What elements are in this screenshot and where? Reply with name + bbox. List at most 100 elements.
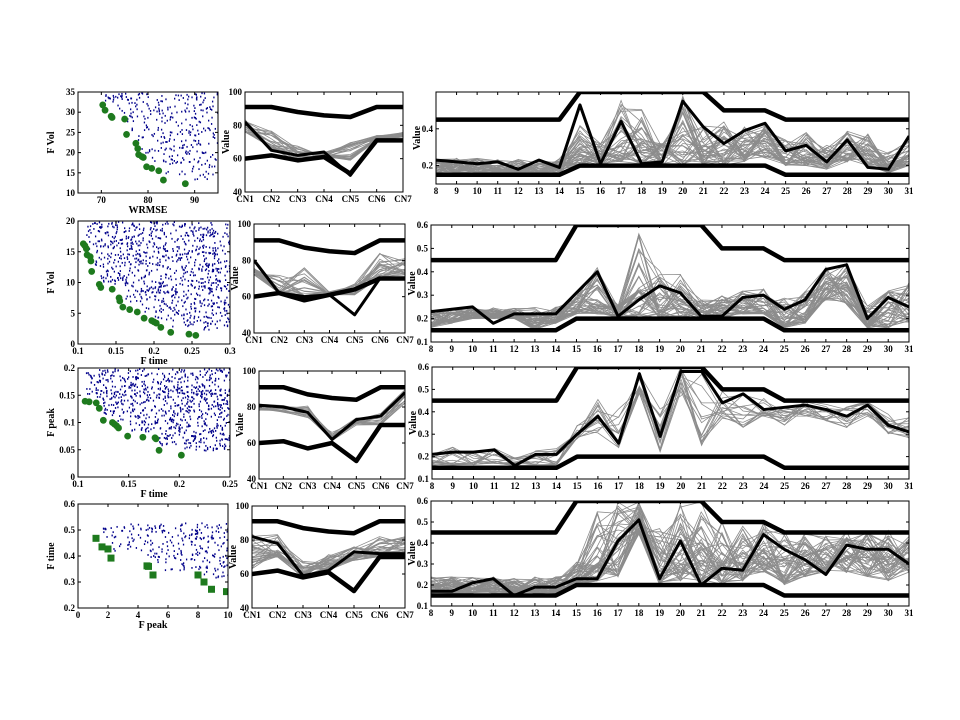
x-tick-label: 22 [719, 186, 729, 196]
y-tick-label: 0.4 [422, 124, 434, 134]
x-tick-label: CN4 [321, 335, 339, 345]
x-tick-label: 24 [761, 186, 771, 196]
x-tick-label: 28 [842, 481, 852, 491]
y-tick-label: 10 [66, 278, 76, 288]
x-tick-label: 6 [166, 610, 171, 620]
x-tick-label: 9 [450, 481, 455, 491]
x-tick-label: 9 [450, 608, 455, 618]
x-tick-label: 25 [780, 481, 790, 491]
pareto-front-points [79, 240, 200, 339]
x-tick-label: 29 [863, 608, 873, 618]
row4-timeseries-plot: 8 9 10 11 12 13 14 15 16 17 18 19 20 21 22 23 24 25 26 27 28… [407, 496, 914, 618]
x-tick-label: 15 [572, 608, 582, 618]
x-tick-label: 17 [614, 608, 624, 618]
axes-frame [77, 503, 229, 609]
x-tick-label: CN1 [243, 610, 261, 620]
x-tick-label: 30 [884, 608, 894, 618]
x-tick-label: 27 [822, 481, 832, 491]
y-tick-label: 15 [66, 168, 76, 178]
x-tick-label: 18 [634, 608, 644, 618]
x-tick-label: 28 [843, 186, 853, 196]
axes-frame [430, 500, 910, 607]
x-tick-label: 19 [655, 608, 665, 618]
x-tick-label: 15 [575, 186, 585, 196]
x-tick-label: CN7 [396, 481, 414, 491]
y-tick-label: 20 [66, 148, 76, 158]
chart-panel-row4-timeseries: 8 9 10 11 12 13 14 15 16 17 18 19 20 21 22 23 24 25 26 27 28… [407, 496, 914, 618]
x-tick-label: 9 [450, 344, 455, 354]
y-tick-label: 100 [236, 501, 250, 511]
x-tick-label: 20 [676, 344, 686, 354]
x-tick-label: 15 [573, 481, 583, 491]
x-tick-label: 28 [842, 608, 852, 618]
x-tick-label: 12 [514, 186, 524, 196]
x-tick-label: 29 [863, 186, 873, 196]
x-tick-label: 17 [617, 186, 627, 196]
x-tick-label: CN7 [396, 610, 414, 620]
y-axis-label: Value [235, 412, 246, 437]
x-tick-label: 13 [531, 481, 541, 491]
x-tick-label: 12 [510, 481, 520, 491]
y-tick-label: 40 [247, 474, 257, 484]
best-solution-line [252, 535, 405, 578]
x-tick-label: 30 [884, 481, 894, 491]
x-tick-label: 0.25 [222, 479, 238, 489]
x-tick-label: 31 [905, 481, 915, 491]
y-tick-label: 0.6 [64, 499, 76, 509]
y-tick-label: 0 [71, 339, 76, 349]
y-tick-label: 0.4 [418, 407, 430, 417]
y-tick-label: 30 [66, 107, 76, 117]
y-tick-label: 15 [66, 247, 76, 257]
axes-ticks: 8 9 10 11 12 13 14 15 16 17 18 19 20 21 22 23 24 25 26 27 28… [418, 362, 914, 491]
y-axis-label: F time [46, 542, 57, 570]
x-tick-label: CN7 [396, 335, 414, 345]
y-axis-label: F peak [46, 408, 57, 437]
x-tick-label: CN3 [294, 610, 312, 620]
x-tick-label: 0.25 [184, 346, 200, 356]
y-tick-label: 25 [66, 127, 76, 137]
x-tick-label: 0.1 [72, 479, 84, 489]
y-axis-label: Value [407, 541, 418, 566]
axes-frame [430, 224, 910, 343]
x-tick-label: 13 [530, 608, 540, 618]
x-tick-label: 11 [489, 608, 498, 618]
x-tick-label: 22 [717, 608, 727, 618]
lower-bound-line [252, 554, 405, 594]
x-tick-label: 0.15 [108, 346, 124, 356]
y-tick-label: 60 [242, 292, 252, 302]
y-tick-label: 0.2 [64, 363, 76, 373]
axes-ticks: CN1 CN2 CN3 CN4 CN5 CN6 CN7 40 60 80 100 [236, 501, 415, 620]
y-tick-label: 0.1 [418, 474, 430, 484]
x-tick-label: CN6 [371, 335, 389, 345]
x-tick-label: 2 [106, 610, 111, 620]
x-tick-label: 18 [635, 481, 645, 491]
chart-panel-row3-scatter: 0.1 0.15 0.2 0.25 0 0.05 0.1 0.15 0.2 F time F pea… [46, 363, 238, 500]
x-tick-label: CN5 [345, 610, 363, 620]
axes-ticks: CN1 CN2 CN3 CN4 CN5 CN6 CN7 40 60 80 100 [238, 219, 415, 345]
x-tick-label: 19 [655, 344, 665, 354]
y-tick-label: 80 [247, 402, 257, 412]
y-axis-label: F Vol [46, 131, 57, 153]
x-tick-label: 25 [781, 186, 791, 196]
x-axis-label: F time [140, 356, 168, 367]
y-tick-label: 40 [240, 603, 250, 613]
chart-panel-row1-parallel: CN1 CN2 CN3 CN4 CN5 CN6 CN7 40 60 80 100 Value [221, 87, 412, 204]
x-tick-label: 18 [634, 344, 644, 354]
x-tick-label: 16 [593, 344, 603, 354]
upper-bound-line [431, 501, 909, 535]
x-tick-label: CN7 [394, 194, 412, 204]
x-tick-label: 10 [468, 344, 478, 354]
x-tick-label: 19 [656, 481, 666, 491]
x-tick-label: 29 [863, 481, 873, 491]
y-tick-label: 0.2 [417, 314, 429, 324]
y-tick-label: 0.5 [417, 243, 429, 253]
x-tick-label: 8 [429, 344, 434, 354]
x-tick-label: 11 [490, 481, 499, 491]
axes-frame [431, 366, 910, 480]
y-tick-label: 0.1 [417, 601, 429, 611]
x-tick-label: 90 [190, 195, 200, 205]
axes-ticks: CN1 CN2 CN3 CN4 CN5 CN6 CN7 40 60 80 100 [229, 87, 413, 204]
x-tick-label: CN4 [323, 481, 341, 491]
x-tick-label: 24 [759, 481, 769, 491]
y-tick-label: 0.5 [418, 384, 430, 394]
